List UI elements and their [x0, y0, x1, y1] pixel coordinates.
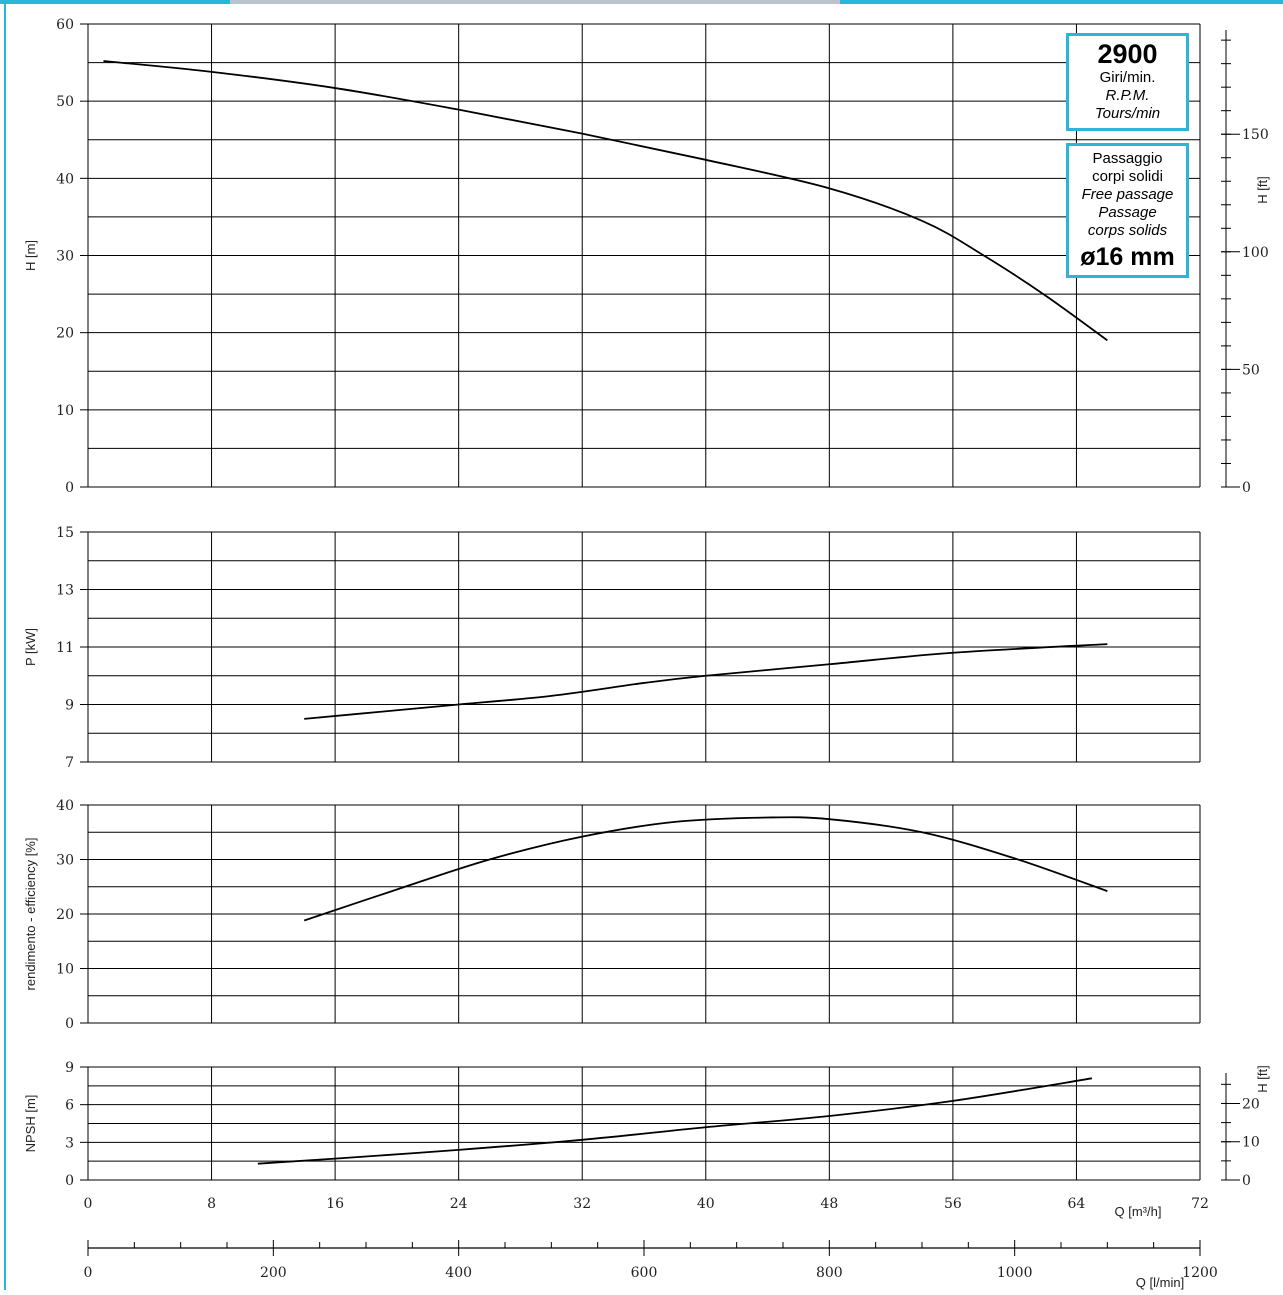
x-tick-label-m3h: 16	[326, 1196, 344, 1212]
passage-label-it-2: corpi solidi	[1092, 168, 1163, 185]
y-tick-label: 20	[56, 326, 74, 342]
y-tick-label: 0	[65, 480, 74, 496]
x-tick-label-lmin: 600	[631, 1265, 658, 1281]
y-tick-label: 50	[56, 94, 74, 110]
rpm-value: 2900	[1097, 39, 1158, 69]
x-tick-label-m3h: 48	[820, 1196, 838, 1212]
x-tick-label-lmin: 1000	[997, 1265, 1033, 1281]
series-line-2-1	[304, 643, 1108, 720]
secondary-y-tick-label: 0	[1242, 480, 1251, 496]
y-tick-label: 20	[56, 907, 74, 923]
secondary-y-tick-label: 20	[1242, 1096, 1260, 1112]
y-tick-label: 40	[56, 171, 74, 187]
rpm-label-en: R.P.M.	[1105, 87, 1150, 104]
y-tick-label: 15	[56, 525, 74, 541]
rpm-info-box: 2900 Giri/min. R.P.M. Tours/min	[1066, 33, 1189, 131]
x-tick-label-lmin: 200	[260, 1265, 287, 1281]
x-axis-title-m3h: Q [m³/h]	[1115, 1204, 1162, 1219]
x-tick-label-m3h: 56	[944, 1196, 962, 1212]
y-tick-label: 11	[56, 640, 74, 656]
secondary-axis-title: H [ft]	[1255, 1065, 1270, 1092]
y-tick-label: 10	[56, 962, 74, 978]
y-axis-title: P [kW]	[23, 628, 38, 666]
left-accent-bar	[4, 0, 6, 1290]
chart-panel-2: 7 9 11 13 15 P [kW]	[23, 525, 1201, 771]
y-tick-label: 30	[56, 249, 74, 265]
y-tick-label: 9	[65, 698, 74, 714]
y-axis-title: rendimento - efficiency [%]	[23, 838, 38, 991]
y-tick-label: 0	[65, 1016, 74, 1032]
series-line-4-1	[257, 1077, 1093, 1165]
secondary-y-tick-label: 100	[1242, 245, 1269, 261]
y-tick-label: 13	[56, 583, 74, 599]
chart-panel-4: 0 3 6 9 NPSH [m] 0 10 20 H [ft]	[23, 1060, 1270, 1189]
y-tick-label: 9	[65, 1060, 74, 1076]
series-line-3-1	[303, 816, 1108, 922]
x-tick-label-m3h: 24	[450, 1196, 468, 1212]
rpm-label-fr: Tours/min	[1094, 105, 1161, 122]
x-tick-label-m3h: 40	[697, 1196, 715, 1212]
passage-label-fr-1: Passage	[1098, 204, 1157, 221]
top-tab-strip	[230, 0, 840, 4]
x-tick-label-m3h: 8	[207, 1196, 216, 1212]
x-tick-label-m3h: 72	[1191, 1196, 1209, 1212]
x-tick-label-m3h: 64	[1068, 1196, 1086, 1212]
x-tick-label-lmin: 400	[445, 1265, 472, 1281]
series-line-1-1	[103, 60, 1108, 342]
y-tick-label: 6	[65, 1098, 74, 1114]
y-tick-label: 60	[56, 17, 74, 33]
passage-label-it-1: Passaggio	[1092, 150, 1163, 167]
secondary-y-tick-label: 150	[1242, 127, 1269, 143]
secondary-y-tick-label: 0	[1242, 1173, 1251, 1189]
y-axis-title: H [m]	[23, 240, 38, 271]
rpm-label-it: Giri/min.	[1099, 69, 1156, 86]
y-axis-title: NPSH [m]	[23, 1095, 38, 1153]
y-tick-label: 30	[56, 853, 74, 869]
y-tick-label: 3	[65, 1135, 74, 1151]
y-tick-label: 7	[65, 755, 74, 771]
y-tick-label: 40	[56, 798, 74, 814]
x-tick-label-m3h: 32	[573, 1196, 591, 1212]
x-axis-title-lmin: Q [l/min]	[1136, 1275, 1184, 1290]
y-tick-label: 10	[56, 403, 74, 419]
free-passage-info-box: Passaggio corpi solidi Free passage Pass…	[1066, 143, 1189, 278]
passage-label-en: Free passage	[1081, 186, 1174, 203]
passage-label-fr-2: corps solids	[1087, 222, 1168, 239]
y-tick-label: 0	[65, 1173, 74, 1189]
chart-panel-3: 0 10 20 30 40 rendimento - efficiency [%]	[23, 798, 1201, 1032]
x-tick-label-lmin: 1200	[1182, 1265, 1218, 1281]
secondary-y-tick-label: 50	[1242, 362, 1260, 378]
x-tick-label-lmin: 0	[84, 1265, 93, 1281]
chart-panel-1: 0 10 20 30 40 50 60 H [m] 0 50 100 150 H [ft]	[23, 17, 1270, 496]
x-tick-label-lmin: 800	[816, 1265, 843, 1281]
secondary-y-tick-label: 10	[1242, 1135, 1260, 1151]
secondary-axis-title: H [ft]	[1255, 176, 1270, 203]
x-tick-label-m3h: 0	[84, 1196, 93, 1212]
passage-value: ø16 mm	[1080, 243, 1175, 271]
